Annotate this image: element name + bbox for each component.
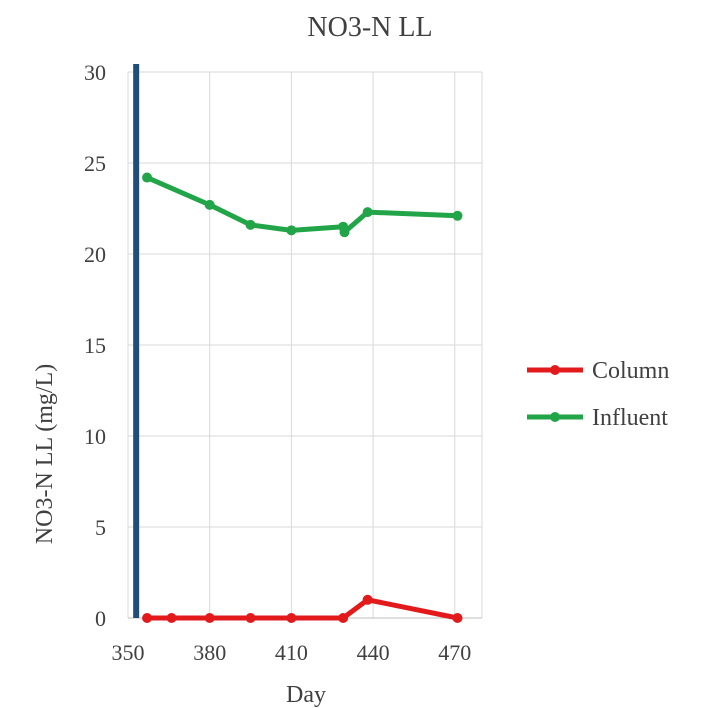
y-tick-label: 10 bbox=[84, 424, 106, 449]
legend-item-influent: Influent bbox=[527, 405, 668, 431]
data-point bbox=[339, 227, 349, 237]
x-axis-title: Day bbox=[286, 682, 326, 708]
legend-label: Influent bbox=[592, 405, 668, 431]
data-point bbox=[246, 220, 256, 230]
data-point bbox=[142, 173, 152, 183]
x-tick-label: 350 bbox=[112, 640, 145, 665]
legend-label: Column bbox=[592, 358, 669, 384]
y-axis-title: NO3-N LL (mg/L) bbox=[32, 364, 58, 544]
legend-marker bbox=[550, 412, 560, 422]
data-point bbox=[246, 613, 256, 623]
x-tick-label: 440 bbox=[357, 640, 390, 665]
data-point bbox=[338, 613, 348, 623]
data-point bbox=[286, 225, 296, 235]
x-tick-label: 410 bbox=[275, 640, 308, 665]
data-point bbox=[142, 613, 152, 623]
data-point bbox=[363, 207, 373, 217]
series-line bbox=[147, 178, 457, 233]
legend-marker bbox=[550, 365, 560, 375]
y-tick-label: 25 bbox=[84, 151, 106, 176]
data-point bbox=[452, 211, 462, 221]
data-point bbox=[167, 613, 177, 623]
legend: Column Influent bbox=[527, 358, 669, 431]
series-line bbox=[147, 600, 457, 618]
data-point bbox=[286, 613, 296, 623]
data-point bbox=[452, 613, 462, 623]
chart-title: NO3-N LL bbox=[307, 12, 432, 43]
x-tick-label: 380 bbox=[193, 640, 226, 665]
series-column bbox=[142, 595, 462, 623]
y-tick-label: 15 bbox=[84, 333, 106, 358]
y-tick-label: 30 bbox=[84, 60, 106, 85]
y-tick-label: 20 bbox=[84, 242, 106, 267]
grid-lines bbox=[128, 72, 482, 618]
series-influent bbox=[142, 173, 462, 238]
y-tick-label: 0 bbox=[95, 606, 106, 631]
series-layer bbox=[142, 173, 462, 623]
x-axis-ticks: 350 380 410 440 470 bbox=[112, 640, 472, 665]
data-point bbox=[363, 595, 373, 605]
y-axis-ticks: 0 5 10 15 20 25 30 bbox=[84, 60, 106, 631]
data-point bbox=[205, 613, 215, 623]
y-tick-label: 5 bbox=[95, 515, 106, 540]
legend-item-column: Column bbox=[527, 358, 669, 384]
x-tick-label: 470 bbox=[438, 640, 471, 665]
data-point bbox=[205, 200, 215, 210]
